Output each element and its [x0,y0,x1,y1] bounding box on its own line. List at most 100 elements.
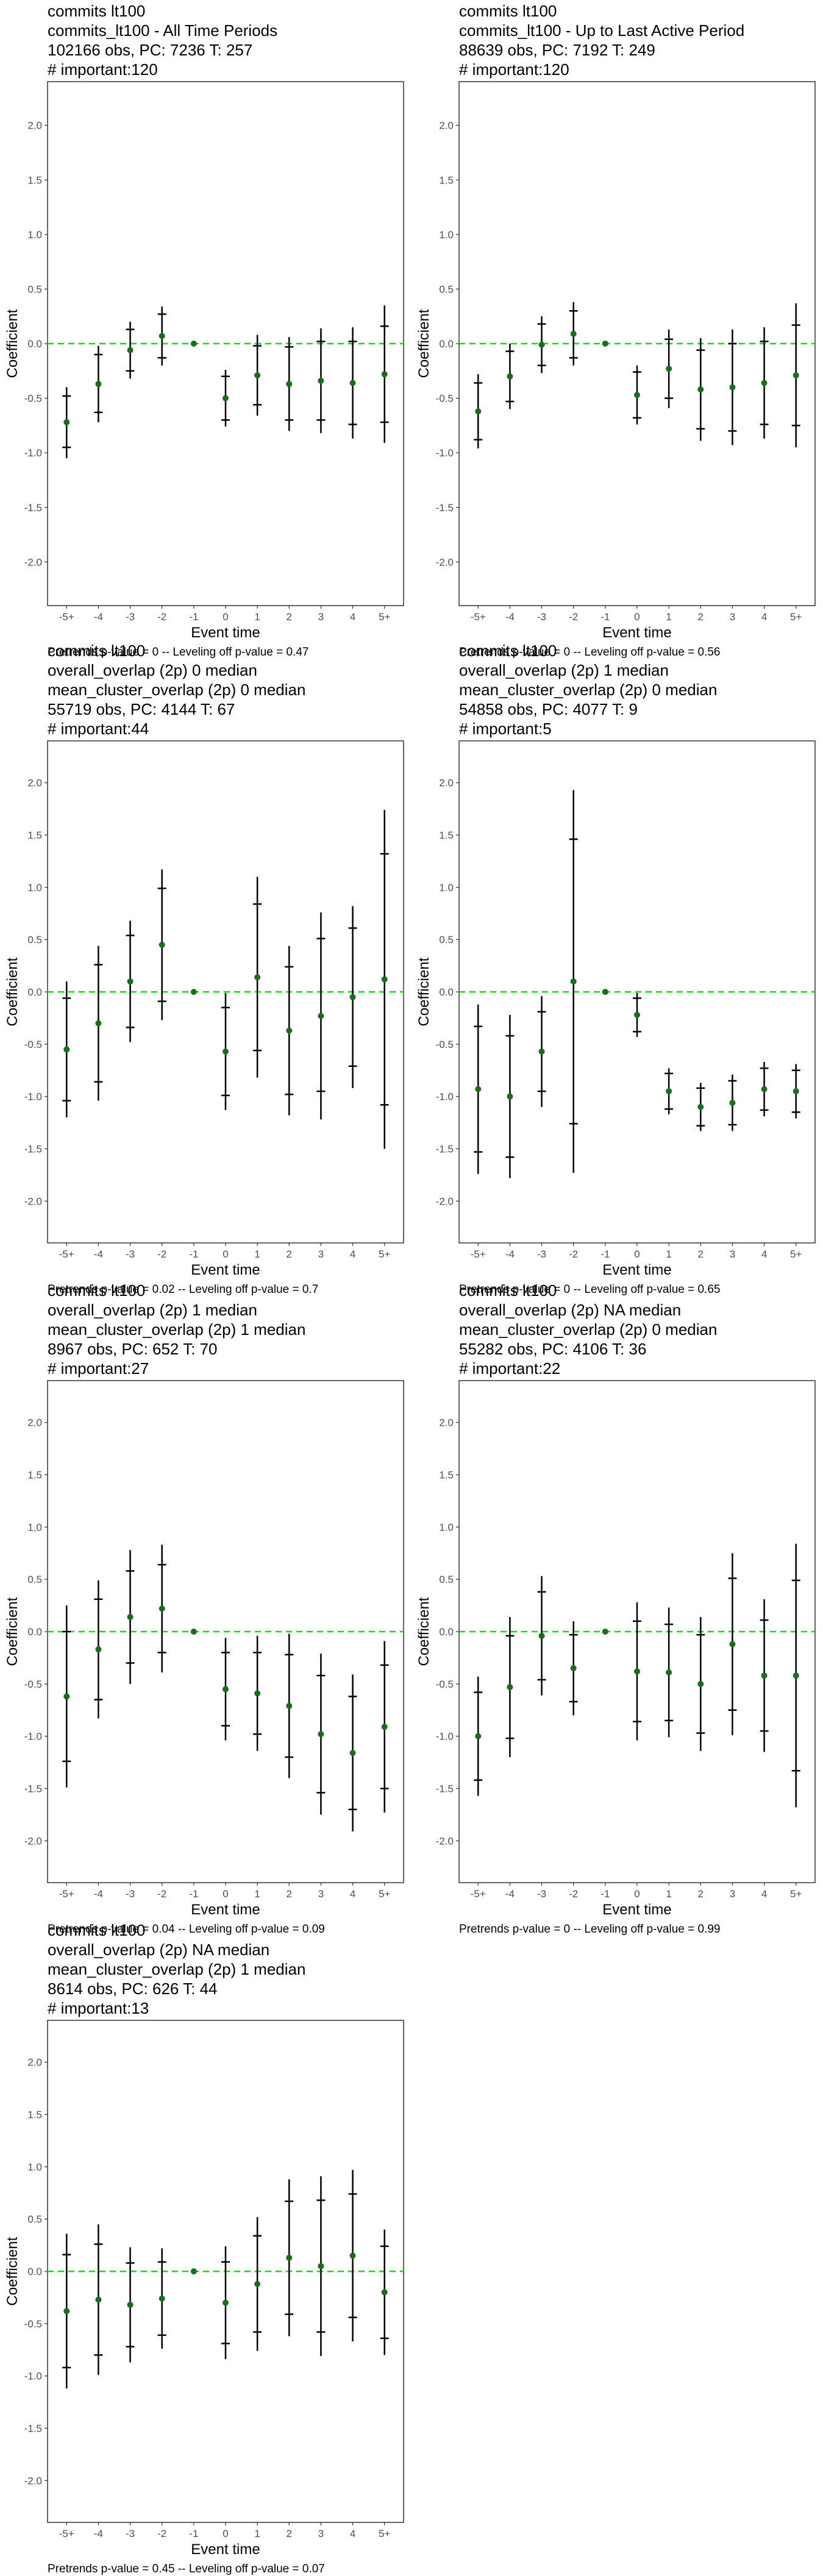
x-tick-label: 3 [318,611,324,623]
data-point-group [728,1074,737,1131]
data-point-group [253,1635,262,1751]
data-point [159,941,165,948]
chart-title-line: # important:27 [48,1359,149,1378]
data-point-group [62,2234,71,2389]
y-tick-label: -2.0 [24,1835,42,1847]
y-tick-label: 1.0 [439,882,454,893]
data-point-group [348,906,357,1088]
x-tick-label: 5+ [790,1888,802,1900]
x-tick-label: 3 [318,1888,324,1900]
x-tick-label: 5+ [790,611,802,623]
chart-title: commits lt100 commits_lt100 - Up to Last … [459,1,744,79]
chart-title-line: # important:13 [48,1999,149,2017]
data-point [602,341,608,347]
chart-footnote: Pretrends p-value = 0 -- Leveling off p-… [48,646,309,659]
data-point-group [569,790,578,1173]
data-point-group [94,946,103,1101]
data-point-group [569,1621,578,1716]
y-axis-label: Coefficient [4,1597,21,1666]
data-point [475,1086,482,1092]
chart-svg: -2.0 -1.5 -1.0 -0.5 0.0 0.5 1.0 1.5 2.0 -5+ -4 -3 -2… [4,740,404,1278]
y-tick-label: 2.0 [439,120,454,132]
chart-title-line: mean_cluster_overlap (2p) 0 median [48,681,306,699]
x-tick-label: 3 [730,1888,735,1900]
chart-footnote: Pretrends p-value = 0.02 -- Leveling off… [48,1283,319,1296]
y-tick-label: 0.5 [27,934,42,946]
y-tick-label: -2.0 [24,1195,42,1207]
y-axis-label: Coefficient [4,957,21,1026]
data-point-group [380,305,389,444]
data-point-group [474,1004,483,1174]
chart-title: commits lt100 overall_overlap (2p) 0 medi… [48,641,305,738]
data-point-group [94,2224,103,2375]
y-tick-label: 0.0 [439,338,454,350]
data-point [507,1093,513,1100]
data-point [507,1683,513,1690]
chart-title-line: 88639 obs, PC: 7192 T: 249 [459,41,655,59]
data-point [127,347,134,353]
data-point [570,330,577,337]
data-point-group [760,327,769,439]
x-axis-label: Event time [191,1902,260,1918]
x-tick-label: 1 [666,1888,671,1900]
x-tick-label: 1 [666,1248,671,1260]
data-point-group [380,1641,389,1813]
chart-title-line: 8967 obs, PC: 652 T: 70 [48,1340,218,1358]
y-tick-label: 1.0 [27,882,42,893]
x-axis-label: Event time [602,625,671,641]
data-point [602,989,608,995]
data-point-group [602,989,608,995]
chart-panel: commits lt100 overall_overlap (2p) NA med… [412,1279,823,1936]
data-point-group [791,1064,800,1119]
x-tick-label: -4 [94,2528,103,2539]
data-point [729,384,736,391]
x-tick-label: 1 [254,1248,260,1260]
data-point-group [285,1633,294,1778]
chart-title-line: overall_overlap (2p) NA median [459,1301,682,1319]
chart-title-line: 55282 obs, PC: 4106 T: 36 [459,1340,647,1358]
x-tick-label: -5+ [59,1248,74,1260]
chart-footnote: Pretrends p-value = 0 -- Leveling off p-… [459,1283,721,1296]
data-point [507,373,513,380]
y-tick-label: 1.5 [439,174,454,186]
x-tick-label: -3 [126,1248,135,1260]
x-tick-label: -1 [600,611,610,623]
x-tick-label: 2 [287,2528,292,2539]
x-tick-label: 0 [223,611,228,623]
x-axis-label: Event time [602,1262,671,1278]
data-point-group [126,322,135,379]
data-point-group [62,981,71,1117]
chart-title: commits lt100 overall_overlap (2p) 1 medi… [48,1281,305,1378]
chart-svg: -2.0 -1.5 -1.0 -0.5 0.0 0.5 1.0 1.5 2.0 -5+ -4 -3 -2… [416,81,816,641]
chart-title-line: commits lt100 [48,1281,146,1300]
x-tick-label: 2 [287,1248,292,1260]
data-point [286,1027,293,1034]
y-tick-label: 1.0 [439,229,454,241]
chart-title-line: commits lt100 [459,1281,557,1300]
x-tick-label: 0 [634,1248,640,1260]
y-tick-label: 0.5 [27,2213,42,2225]
data-point-group [94,1580,103,1719]
data-point-group [221,370,230,427]
chart-footnote: Pretrends p-value = 0.04 -- Leveling off… [48,1923,325,1936]
data-point [63,419,70,425]
data-point-group [126,921,135,1042]
y-tick-label: 2.0 [27,777,42,789]
x-tick-label: 0 [223,2528,228,2539]
y-tick-label: 1.0 [439,1521,454,1533]
data-point [318,377,324,384]
data-point [63,2308,70,2315]
y-tick-label: 2.0 [27,2057,42,2068]
data-point [697,1680,704,1687]
data-point-group [316,328,326,433]
x-tick-label: -3 [537,1888,546,1900]
x-tick-label: -4 [505,611,515,623]
x-tick-label: -2 [569,1248,578,1260]
chart-title-line: # important:120 [48,60,158,79]
data-point [602,1629,608,1635]
x-tick-label: 0 [634,611,640,623]
chart-footnote: Pretrends p-value = 0 -- Leveling off p-… [459,1923,721,1936]
data-point [381,2289,388,2296]
y-axis-label: Coefficient [4,2237,21,2305]
x-tick-label: -2 [569,611,578,623]
